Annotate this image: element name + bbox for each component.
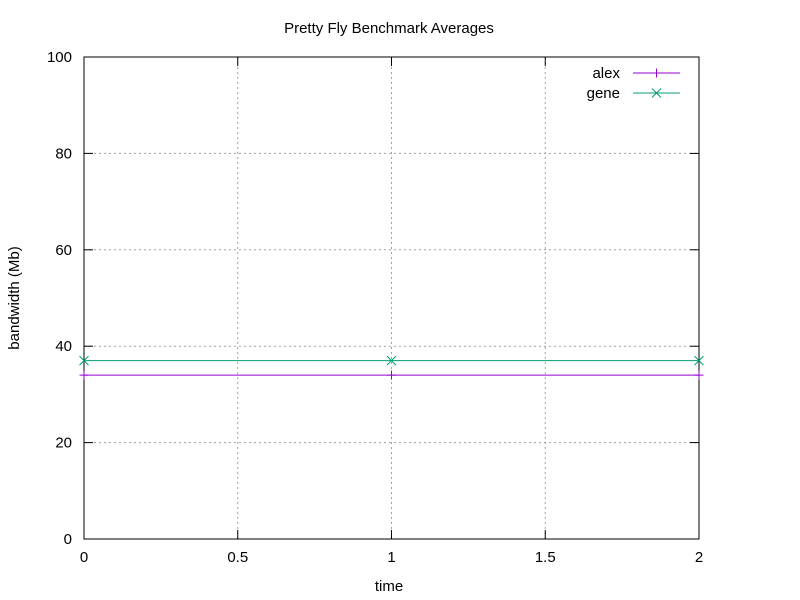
data-point-alex <box>79 370 89 380</box>
legend-label-alex: alex <box>592 65 620 82</box>
data-point-alex <box>694 370 704 380</box>
y-tick-label: 20 <box>55 435 72 452</box>
y-tick-label: 40 <box>55 338 72 355</box>
x-tick-label: 1 <box>387 549 395 566</box>
legend-label-gene: gene <box>587 85 620 102</box>
chart-title: Pretty Fly Benchmark Averages <box>284 20 494 37</box>
data-point-gene <box>79 355 89 366</box>
y-tick-label: 0 <box>64 531 72 548</box>
y-tick-label: 60 <box>55 242 72 259</box>
x-tick-label: 0.5 <box>227 549 248 566</box>
data-point-gene <box>694 355 704 366</box>
y-tick-label: 80 <box>55 145 72 162</box>
y-tick-label: 100 <box>47 49 72 66</box>
y-axis-label: bandwidth (Mb) <box>6 246 23 349</box>
legend-marker-gene <box>651 88 662 98</box>
axis-ticks: 0 20 40 60 80 100 0 0.5 1 1.5 2 <box>47 49 703 566</box>
data-point-gene <box>386 355 397 366</box>
legend-marker-alex <box>652 68 661 78</box>
data-point-alex <box>387 370 396 380</box>
series-lines <box>79 355 704 380</box>
legend: alex gene <box>587 65 680 102</box>
x-axis-label: time <box>375 578 403 595</box>
grid-lines <box>84 57 699 539</box>
x-tick-label: 2 <box>695 549 703 566</box>
x-tick-label: 1.5 <box>535 549 556 566</box>
x-tick-label: 0 <box>80 549 88 566</box>
